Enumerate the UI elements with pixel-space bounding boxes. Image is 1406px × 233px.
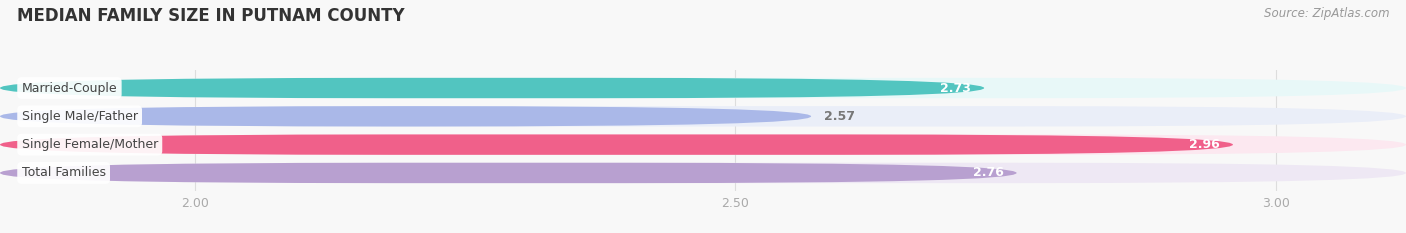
Text: Source: ZipAtlas.com: Source: ZipAtlas.com: [1264, 7, 1389, 20]
FancyBboxPatch shape: [0, 134, 1406, 155]
FancyBboxPatch shape: [0, 134, 1233, 155]
FancyBboxPatch shape: [0, 78, 1406, 98]
Text: 2.57: 2.57: [824, 110, 855, 123]
FancyBboxPatch shape: [0, 106, 1406, 127]
FancyBboxPatch shape: [0, 163, 1406, 183]
Text: Total Families: Total Families: [21, 166, 105, 179]
Text: 2.96: 2.96: [1189, 138, 1220, 151]
FancyBboxPatch shape: [0, 106, 811, 127]
Text: Married-Couple: Married-Couple: [21, 82, 117, 95]
Text: 2.76: 2.76: [973, 166, 1004, 179]
FancyBboxPatch shape: [0, 163, 1017, 183]
Text: MEDIAN FAMILY SIZE IN PUTNAM COUNTY: MEDIAN FAMILY SIZE IN PUTNAM COUNTY: [17, 7, 405, 25]
Text: Single Female/Mother: Single Female/Mother: [21, 138, 157, 151]
Text: Single Male/Father: Single Male/Father: [21, 110, 138, 123]
Text: 2.73: 2.73: [941, 82, 972, 95]
FancyBboxPatch shape: [0, 78, 984, 98]
